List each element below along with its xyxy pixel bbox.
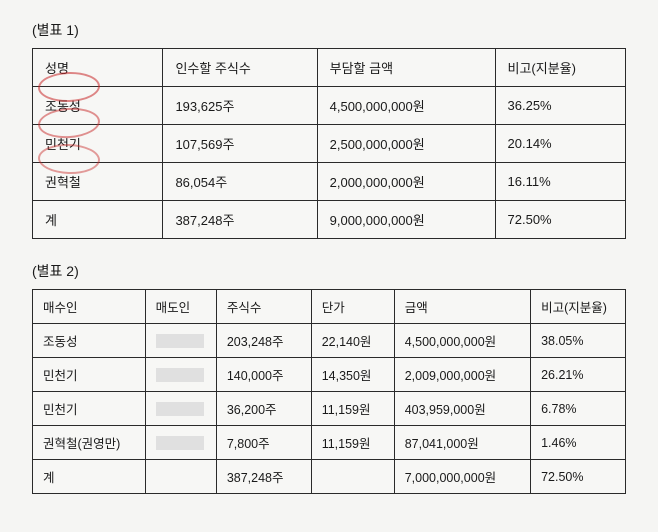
table2-header-row: 매수인 매도인 주식수 단가 금액 비고(지분율) [33,290,626,324]
table2-cell-ratio: 38.05% [531,324,626,358]
table2-cell-price [311,460,394,494]
redacted-block [156,436,204,450]
table1-cell-ratio: 16.11% [495,163,625,201]
table2-cell-seller [145,426,216,460]
table2: 매수인 매도인 주식수 단가 금액 비고(지분율) 조동성 203,248주22,… [32,289,626,494]
table2-cell-shares: 36,200주 [216,392,311,426]
table-row: 조동성193,625주4,500,000,000원36.25% [33,87,626,125]
table2-cell-price: 14,350원 [311,358,394,392]
table2-cell-shares: 7,800주 [216,426,311,460]
table1-cell-ratio: 36.25% [495,87,625,125]
table2-cell-ratio: 1.46% [531,426,626,460]
table1-col-ratio: 비고(지분율) [495,49,625,87]
table-row: 민천기 36,200주11,159원403,959,000원6.78% [33,392,626,426]
table2-col-price: 단가 [311,290,394,324]
redacted-block [156,402,204,416]
table1-cell-amount: 2,500,000,000원 [317,125,495,163]
table2-cell-ratio: 72.50% [531,460,626,494]
table1-label: (별표 1) [32,20,626,40]
table-row: 권혁철(권영만) 7,800주11,159원87,041,000원1.46% [33,426,626,460]
table2-cell-ratio: 6.78% [531,392,626,426]
table1-cell-shares: 193,625주 [163,87,317,125]
table2-cell-amount: 2,009,000,000원 [394,358,530,392]
table1-cell-shares: 387,248주 [163,201,317,239]
table1-cell-ratio: 20.14% [495,125,625,163]
table1-cell-shares: 86,054주 [163,163,317,201]
table2-cell-seller [145,392,216,426]
table1-cell-name: 계 [33,201,163,239]
redacted-block [156,368,204,382]
table1-col-shares: 인수할 주식수 [163,49,317,87]
table2-cell-price: 22,140원 [311,324,394,358]
table2-cell-shares: 140,000주 [216,358,311,392]
table1-col-name: 성명 [33,49,163,87]
table2-cell-price: 11,159원 [311,392,394,426]
table1-cell-name: 민천기 [33,125,163,163]
redacted-block [156,334,204,348]
table2-cell-buyer: 민천기 [33,358,146,392]
table2-label: (별표 2) [32,261,626,281]
table-row: 계387,248주9,000,000,000원72.50% [33,201,626,239]
table1-cell-name: 조동성 [33,87,163,125]
table-row: 민천기107,569주2,500,000,000원20.14% [33,125,626,163]
table2-cell-buyer: 계 [33,460,146,494]
table1: 성명 인수할 주식수 부담할 금액 비고(지분율) 조동성193,625주4,5… [32,48,626,239]
table2-col-buyer: 매수인 [33,290,146,324]
table2-cell-seller [145,358,216,392]
table2-cell-price: 11,159원 [311,426,394,460]
table1-cell-amount: 9,000,000,000원 [317,201,495,239]
table1-header-row: 성명 인수할 주식수 부담할 금액 비고(지분율) [33,49,626,87]
table1-cell-amount: 4,500,000,000원 [317,87,495,125]
table2-cell-seller [145,460,216,494]
table2-cell-seller [145,324,216,358]
table-row: 계 387,248주 7,000,000,000원72.50% [33,460,626,494]
table-row: 권혁철86,054주2,000,000,000원16.11% [33,163,626,201]
table2-col-shares: 주식수 [216,290,311,324]
table2-cell-shares: 203,248주 [216,324,311,358]
table2-cell-shares: 387,248주 [216,460,311,494]
table2-col-seller: 매도인 [145,290,216,324]
table1-cell-shares: 107,569주 [163,125,317,163]
table2-col-ratio: 비고(지분율) [531,290,626,324]
table2-cell-amount: 403,959,000원 [394,392,530,426]
table2-cell-buyer: 민천기 [33,392,146,426]
table1-col-amount: 부담할 금액 [317,49,495,87]
table2-cell-amount: 87,041,000원 [394,426,530,460]
table1-cell-amount: 2,000,000,000원 [317,163,495,201]
table1-cell-name: 권혁철 [33,163,163,201]
table2-cell-buyer: 권혁철(권영만) [33,426,146,460]
table2-col-amount: 금액 [394,290,530,324]
table-row: 민천기 140,000주14,350원2,009,000,000원26.21% [33,358,626,392]
table1-cell-ratio: 72.50% [495,201,625,239]
table2-cell-amount: 7,000,000,000원 [394,460,530,494]
table2-cell-ratio: 26.21% [531,358,626,392]
table2-cell-amount: 4,500,000,000원 [394,324,530,358]
table-row: 조동성 203,248주22,140원4,500,000,000원38.05% [33,324,626,358]
table2-cell-buyer: 조동성 [33,324,146,358]
